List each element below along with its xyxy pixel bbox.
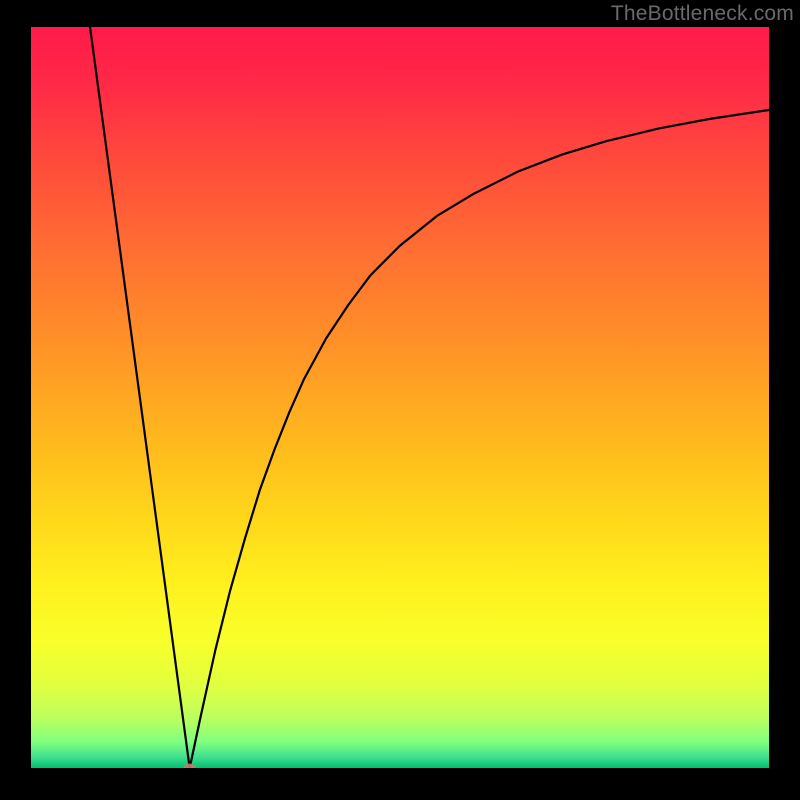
watermark-text: TheBottleneck.com [611, 2, 794, 26]
chart-container: TheBottleneck.com [0, 0, 800, 800]
bottleneck-chart [0, 0, 800, 800]
plot-gradient-background [31, 27, 769, 768]
